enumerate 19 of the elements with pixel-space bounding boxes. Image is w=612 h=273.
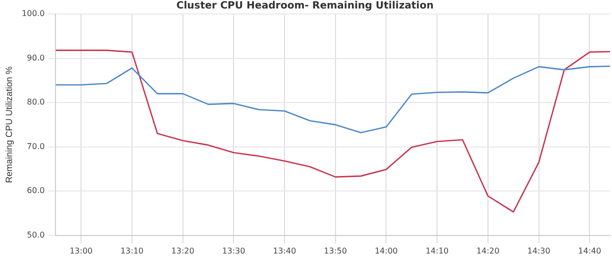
y-tick-label: 90.0 <box>26 53 45 62</box>
x-tick-label: 13:00 <box>70 246 93 256</box>
y-axis-title: Remaining CPU Utilization % <box>4 66 14 183</box>
x-tick-label: 14:20 <box>476 246 500 256</box>
x-tick-label: 13:40 <box>273 246 296 256</box>
y-tick-label: 60.0 <box>26 186 45 196</box>
x-tick-label: 13:30 <box>222 246 246 256</box>
chart-title: Cluster CPU Headroom- Remaining Utilization <box>176 0 434 12</box>
y-tick-label: 50.0 <box>26 230 45 240</box>
x-tick-label: 14:10 <box>426 246 449 256</box>
x-tick-label: 13:50 <box>324 246 347 256</box>
x-tick-label: 14:30 <box>527 246 550 256</box>
y-tick-label: 100.0 <box>22 9 45 18</box>
x-tick-label: 14:40 <box>578 246 602 256</box>
y-tick-label: 80.0 <box>26 98 45 107</box>
x-tick-label: 13:20 <box>171 246 194 256</box>
x-tick-label: 14:00 <box>374 246 398 256</box>
x-tick-label: 13:10 <box>120 246 144 256</box>
y-tick-label: 70.0 <box>26 142 45 151</box>
